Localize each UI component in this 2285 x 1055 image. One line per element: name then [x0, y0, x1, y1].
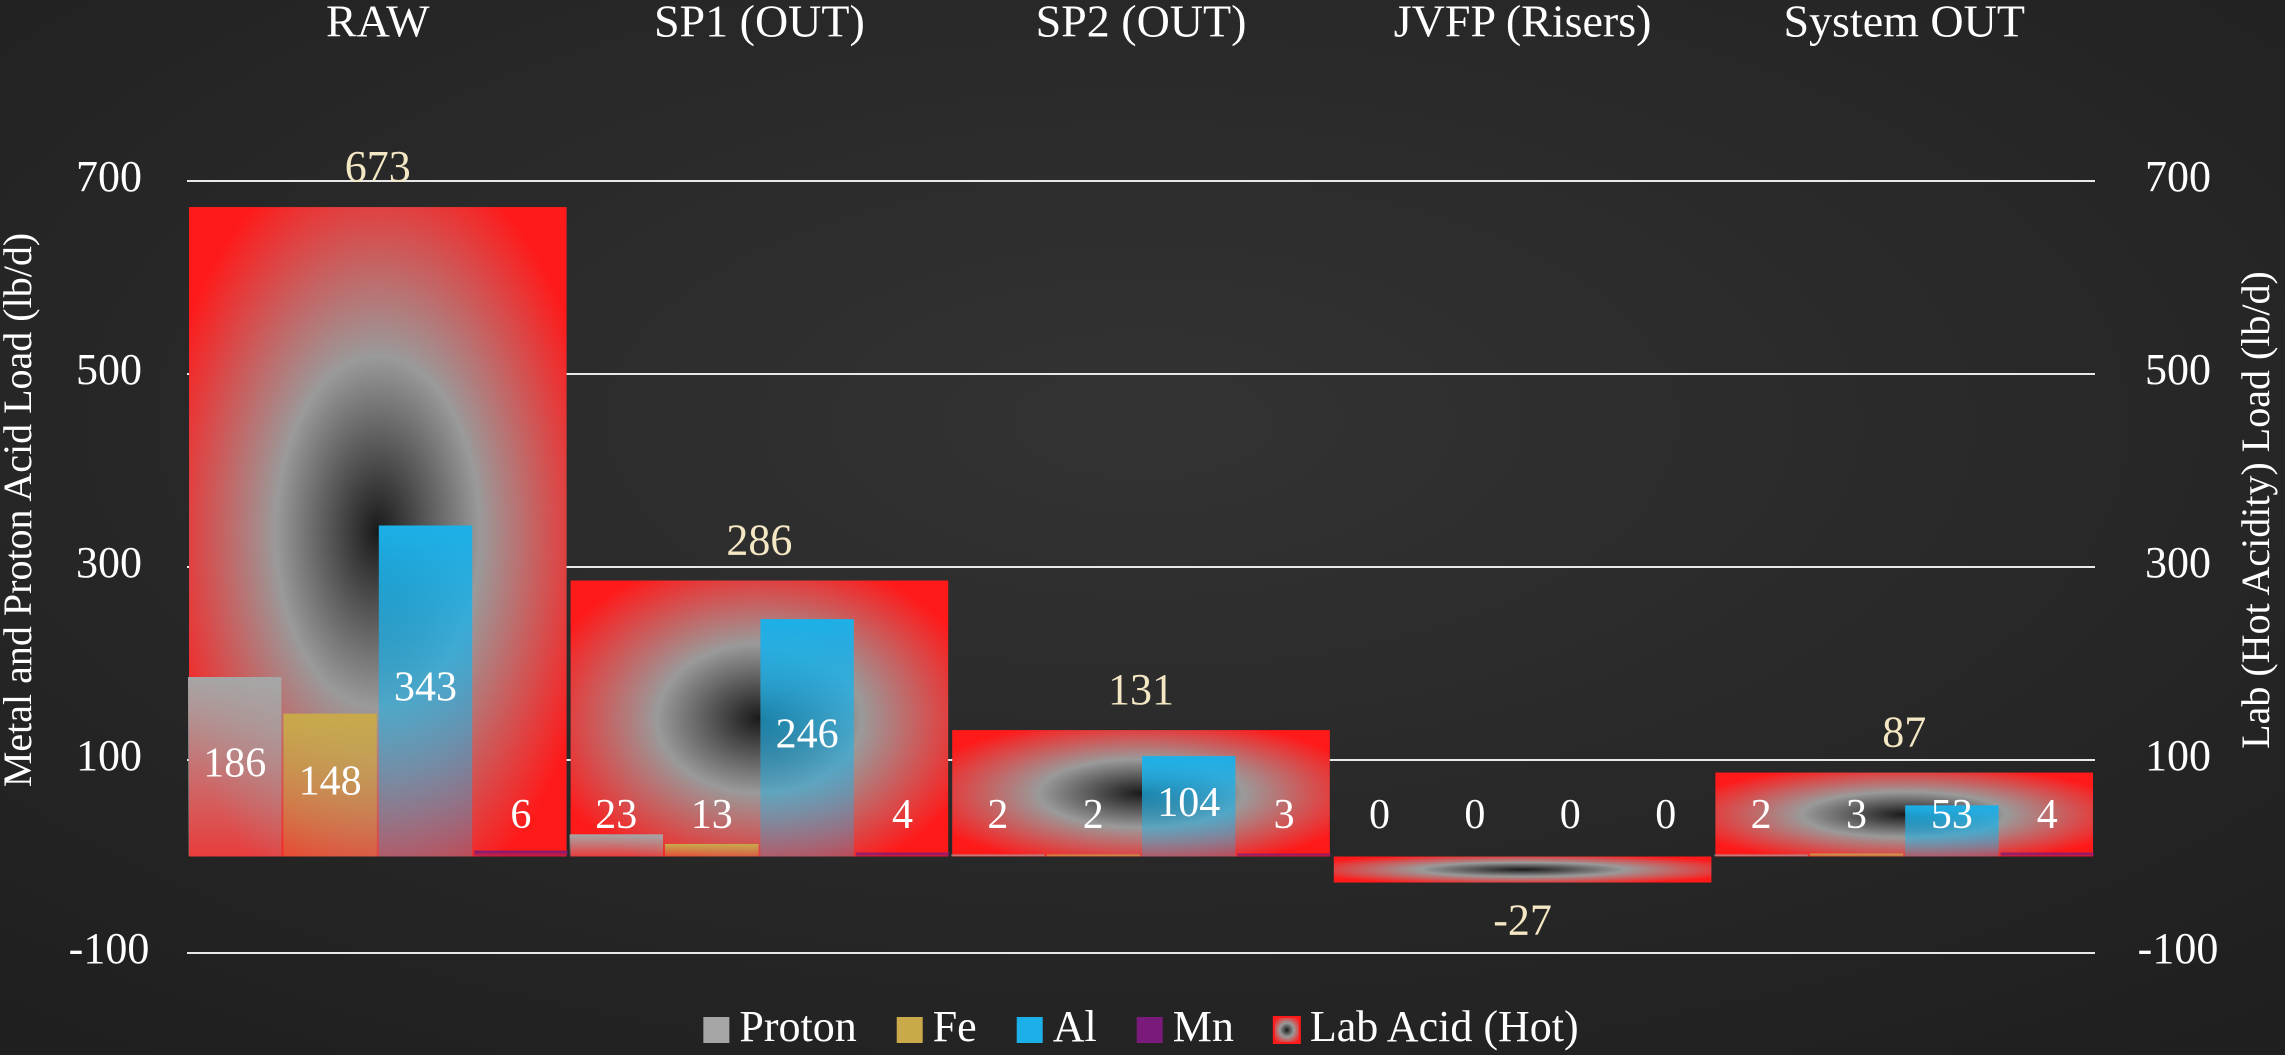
value-label: 6 — [510, 792, 531, 838]
bar — [188, 677, 282, 857]
bar — [855, 852, 950, 857]
value-label: 186 — [203, 740, 266, 786]
y-tick-label: -100 — [69, 924, 150, 973]
bar — [951, 854, 1045, 857]
legend-label: Fe — [933, 1002, 977, 1051]
legend-swatch — [1272, 1016, 1301, 1044]
value-label: 0 — [1655, 792, 1676, 838]
lab-value-label: 286 — [726, 516, 792, 565]
legend-label: Proton — [739, 1002, 856, 1051]
value-label: 2 — [987, 792, 1008, 838]
value-label: 0 — [1464, 792, 1485, 838]
value-label: 4 — [2037, 792, 2058, 838]
bar — [283, 713, 377, 857]
bar — [760, 619, 854, 857]
bar — [569, 834, 663, 857]
legend-label: Mn — [1173, 1002, 1234, 1051]
bar — [378, 525, 473, 857]
value-label: 2 — [1751, 792, 1772, 838]
legend-swatch — [1136, 1017, 1163, 1043]
category-label: SP1 (OUT) — [654, 0, 865, 47]
y-tick-label: 300 — [76, 538, 142, 587]
value-label: 3 — [1274, 792, 1295, 838]
bar — [1237, 853, 1331, 857]
bar — [2000, 852, 2094, 857]
bar — [474, 850, 568, 857]
value-label: 0 — [1369, 792, 1390, 838]
category-label: SP2 (OUT) — [1036, 0, 1247, 47]
legend-swatch — [703, 1017, 730, 1043]
value-label: 246 — [776, 711, 839, 757]
value-label: 148 — [299, 759, 362, 805]
legend-label: Al — [1053, 1002, 1097, 1051]
y-tick-label: 100 — [76, 731, 142, 780]
category-label: RAW — [326, 0, 430, 47]
lab-value-label: 673 — [345, 142, 411, 191]
value-label: 343 — [394, 665, 457, 711]
lab-bar — [570, 580, 949, 857]
y2-tick-label: 300 — [2145, 538, 2211, 587]
value-label: 104 — [1157, 780, 1220, 826]
y-axis-title: Metal and Proton Acid Load (lb/d) — [0, 233, 40, 787]
lab-value-label: 87 — [1882, 708, 1926, 757]
legend-label: Lab Acid (Hot) — [1310, 1002, 1579, 1051]
lab-value-label: -27 — [1493, 896, 1552, 945]
lab-value-label: 131 — [1108, 665, 1174, 714]
lab-bar — [1333, 856, 1712, 883]
bar — [1714, 854, 1808, 857]
y2-tick-label: 500 — [2145, 345, 2211, 394]
category-label: JVFP (Risers) — [1394, 0, 1652, 47]
value-label: 13 — [691, 792, 733, 838]
y-tick-label: 500 — [76, 345, 142, 394]
value-label: 3 — [1846, 792, 1867, 838]
bar — [665, 843, 759, 857]
y2-tick-label: 700 — [2145, 152, 2211, 201]
y2-tick-label: -100 — [2138, 924, 2219, 973]
lab-bar — [1715, 772, 2093, 857]
y2-tick-label: 100 — [2145, 731, 2211, 780]
value-label: 0 — [1560, 792, 1581, 838]
value-label: 2 — [1083, 792, 1104, 838]
lab-bar — [952, 730, 1330, 857]
value-label: 4 — [892, 792, 913, 838]
y2-axis-title: Lab (Hot Acidity) Load (lb/d) — [2233, 271, 2278, 749]
bar — [1046, 854, 1140, 857]
category-label: System OUT — [1783, 0, 2025, 47]
bar — [1809, 853, 1904, 857]
y-tick-label: 700 — [76, 152, 142, 201]
value-label: 23 — [595, 792, 637, 838]
legend: Proton Fe Al Mn Lab Acid (Hot) — [703, 1002, 1579, 1051]
legend-swatch — [896, 1017, 923, 1043]
legend-swatch — [1016, 1017, 1043, 1043]
value-label: 53 — [1931, 792, 1973, 838]
bar — [1142, 756, 1236, 857]
bar — [1905, 805, 1999, 857]
